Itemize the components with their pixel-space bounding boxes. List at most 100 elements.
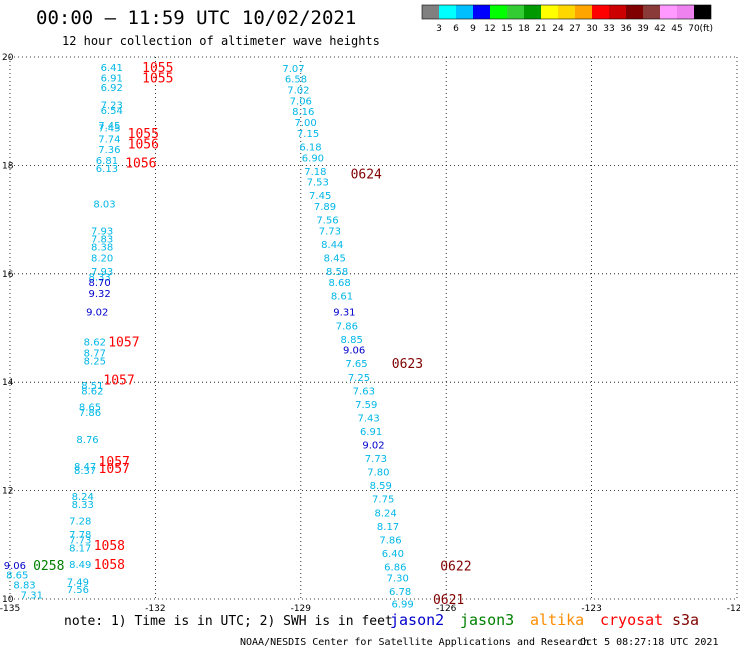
pass-time-label: 1055 [142,61,173,76]
wave-height-value: 6.41 [101,63,123,74]
wave-height-value: 8.61 [331,291,353,302]
colorbar-swatch [575,5,592,19]
wave-height-value: 7.15 [297,129,319,140]
colorbar-swatch [626,5,643,19]
credit-line: NOAA/NESDIS Center for Satellite Applica… [240,637,589,648]
wave-height-value: 6.81 [96,156,118,167]
footnote: note: 1) Time is in UTC; 2) SWH is in fe… [64,614,393,629]
y-tick-label: 14 [2,378,14,388]
wave-height-value: 7.93 [91,267,113,278]
x-tick-label: -129 [291,604,312,614]
wave-height-value: 9.02 [86,308,108,319]
colorbar-unit: (ft) [699,24,713,34]
wave-height-value: 7.93 [91,226,113,237]
wave-height-value: 9.31 [333,308,355,319]
pass-time-label: 1056 [128,138,159,153]
colorbar-label: 6 [453,24,459,34]
wave-height-value: 7.75 [372,495,394,506]
wave-height-value: 7.02 [287,86,309,97]
wave-height-value: 8.16 [292,107,314,118]
pass-time-labels: 1055105510551056105606241057105710571057… [33,61,471,608]
wave-height-value: 7.63 [353,386,375,397]
wave-height-value: 7.18 [304,167,326,178]
wave-height-value: 8.68 [328,278,350,289]
wave-height-value: 6.90 [302,153,324,164]
wave-height-value: 8.59 [370,481,392,492]
wave-height-value: 8.47 [74,462,96,473]
satellite-legend-jason3: jason3 [460,611,514,629]
colorbar-swatch [694,5,711,19]
wave-height-value: 6.54 [101,106,123,117]
colorbar-label: 36 [620,24,632,34]
colorbar-swatch [592,5,609,19]
colorbar-legend: 3 6 9 12 15 18 21 24 27 30 33 36 39 42 45 70 (ft) [421,4,713,34]
y-tick-label: 16 [2,270,14,280]
colorbar-label: 45 [671,24,682,34]
wave-height-value: 7.74 [98,134,120,145]
wave-height-value: 6.58 [285,75,307,86]
satellite-legend-s3a: s3a [672,611,699,629]
y-tick-label: 10 [2,595,14,605]
wave-height-value: 6.40 [382,549,404,560]
wave-height-values: 6.416.916.927.236.547.457.457.747.366.81… [4,63,414,611]
colorbar-swatch [643,5,660,19]
satellite-legend: jason2 jason3 altika cryosat s3a [390,611,699,629]
wave-height-value: 6.13 [96,164,118,175]
x-tick-label: -126 [436,604,457,614]
wave-height-value: 7.73 [365,454,387,465]
wave-height-value: 7.73 [69,535,91,546]
wave-height-value: 7.86 [79,408,101,419]
wave-height-value: 7.25 [348,373,370,384]
wave-height-value: 8.20 [91,254,113,265]
pass-time-label: 0622 [440,559,471,574]
wave-height-value: 8.49 [69,560,91,571]
x-tick-label: -120 [727,604,740,614]
timestamp: Oct 5 08:27:18 UTC 2021 [580,637,718,648]
wave-height-value: 6.18 [299,142,321,153]
wave-height-value: 6.99 [391,599,413,610]
wave-height-value: 7.45 [98,121,120,132]
wave-height-value: 8.65 [79,403,101,414]
wave-height-value: 7.28 [69,516,91,527]
wave-height-value: 7.65 [345,359,367,370]
pass-time-label: 1055 [142,72,173,87]
colorbar-label: 33 [603,24,614,34]
wave-height-value: 8.38 [91,243,113,254]
wave-height-value: 7.00 [295,118,317,129]
wave-height-value: 7.59 [355,400,377,411]
pass-time-label: 0621 [433,593,464,608]
pass-time-label: 1058 [94,539,125,554]
wave-height-value: 8.76 [76,435,98,446]
chart-title: 00:00 – 11:59 UTC 10/02/2021 [36,7,356,29]
colorbar-label: 24 [552,24,564,34]
wave-height-value: 7.80 [367,468,389,479]
wave-height-value: 8.62 [81,386,103,397]
wave-height-value: 7.45 [309,191,331,202]
wave-height-value: 6.78 [389,587,411,598]
wave-height-value: 9.06 [343,346,365,357]
wave-height-value: 7.43 [358,413,380,424]
x-tick-label: -132 [145,604,165,614]
wave-height-value: 8.65 [6,571,28,582]
colorbar-label: 15 [501,24,512,34]
colorbar-swatch [473,5,490,19]
colorbar-label: 18 [518,24,530,34]
wave-height-value: 8.62 [84,338,106,349]
wave-height-value: 6.91 [101,74,123,85]
wave-height-value: 7.56 [67,585,89,596]
wave-height-value: 8.58 [326,267,348,278]
wave-height-value: 8.70 [89,278,111,289]
wave-height-value: 7.49 [67,578,89,589]
pass-time-label: 1057 [108,336,139,351]
pass-time-label: 1057 [99,455,130,470]
wave-height-value: 8.44 [321,240,343,251]
satellite-legend-cryosat: cryosat [600,611,663,629]
wave-height-value: 8.51 [81,381,103,392]
wave-height-value: 7.73 [319,226,341,237]
wave-height-value: 8.17 [377,522,399,533]
wave-height-value: 7.07 [282,64,304,75]
colorbar-swatch [558,5,575,19]
wave-height-value: 8.45 [324,254,346,265]
wave-height-value: 8.77 [84,348,106,359]
